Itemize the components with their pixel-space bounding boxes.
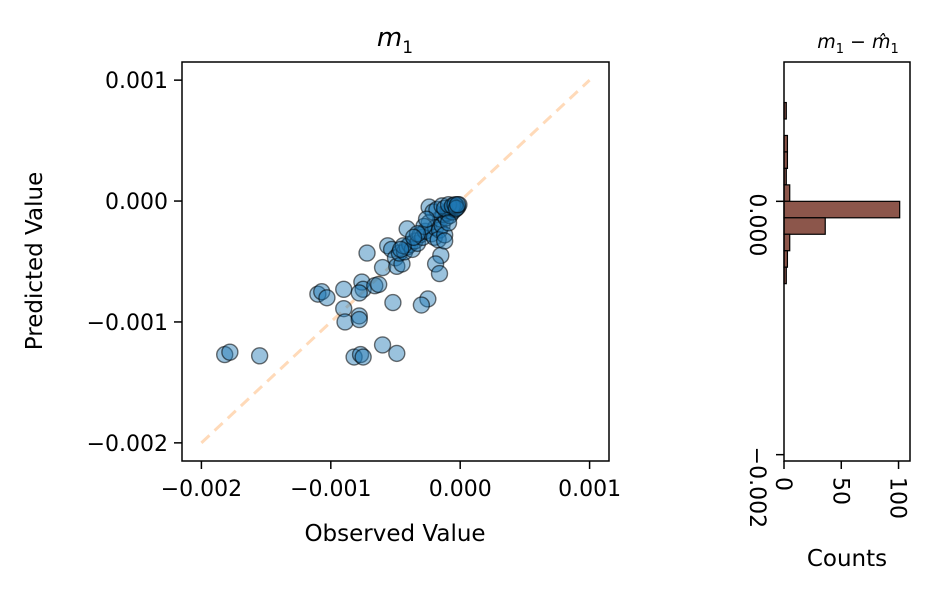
scatter-y-label: Predicted Value (22, 172, 48, 350)
scatter-point (351, 345, 370, 364)
x-tick-label: −0.001 (290, 477, 371, 502)
scatter-point (221, 343, 239, 361)
scatter-point (430, 264, 449, 283)
histogram-bar (783, 233, 791, 252)
scatter-point (412, 296, 431, 314)
y-tick-label: −0.002 (744, 447, 769, 528)
scatter-panel: m1 −0.002 −0.001 0.000 0.001 −0.002 −0.001 0.… (22, 23, 621, 547)
scatter-point (448, 195, 467, 214)
scatter-point (384, 293, 402, 312)
scatter-point (404, 228, 423, 247)
histogram-panel: m1 − m̂1 0 50 100 0.000 −0.002 Counts (744, 31, 911, 572)
scatter-point (435, 232, 454, 250)
y-tick-label: 0.000 (744, 193, 769, 256)
scatter-points-layer (215, 195, 468, 366)
scatter-point (419, 290, 437, 308)
histogram-axes-frame (783, 61, 911, 462)
x-tick-label: 0.001 (558, 477, 621, 502)
histogram-title: m1 − m̂1 (817, 31, 899, 57)
x-tick-label: 50 (827, 477, 852, 505)
scatter-point (318, 289, 336, 307)
histogram-x-ticks: 0 50 100 (770, 461, 910, 519)
scatter-point (391, 240, 410, 259)
y-tick-label: 0.000 (105, 190, 168, 215)
scatter-x-label: Observed Value (304, 521, 485, 547)
scatter-point (335, 299, 353, 318)
scatter-point (350, 284, 368, 302)
scatter-point (354, 348, 372, 366)
scatter-y-ticks: −0.002 −0.001 0.000 0.001 (87, 69, 182, 457)
x-tick-label: 0.000 (429, 477, 492, 502)
histogram-x-label: Counts (807, 546, 887, 572)
scatter-point (439, 214, 458, 232)
scatter-point (350, 310, 368, 329)
x-tick-label: −0.002 (161, 477, 242, 502)
histogram-bar (783, 200, 901, 219)
scatter-point (358, 244, 376, 262)
scatter-point (373, 258, 392, 277)
scatter-axes-frame (181, 61, 610, 462)
scatter-point (373, 336, 392, 354)
scatter-point (426, 255, 445, 273)
histogram-bar (783, 217, 826, 235)
histogram-bar (783, 184, 791, 202)
x-tick-label: 0 (770, 477, 795, 491)
reference-line-layer (200, 79, 591, 444)
scatter-point (335, 280, 353, 299)
y-tick-label: −0.002 (87, 432, 168, 457)
y-tick-label: −0.001 (87, 311, 168, 336)
x-tick-label: 100 (885, 477, 910, 519)
scatter-point (388, 344, 406, 363)
scatter-point (369, 275, 388, 294)
reference-line (200, 79, 591, 444)
histogram-y-ticks: 0.000 −0.002 (744, 193, 784, 528)
scatter-x-ticks: −0.002 −0.001 0.000 0.001 (161, 461, 621, 502)
y-tick-label: 0.001 (105, 69, 168, 94)
scatter-title: m1 (377, 23, 413, 58)
scatter-point (417, 210, 436, 228)
histogram-bars-layer (783, 101, 901, 285)
scatter-point (250, 347, 269, 365)
